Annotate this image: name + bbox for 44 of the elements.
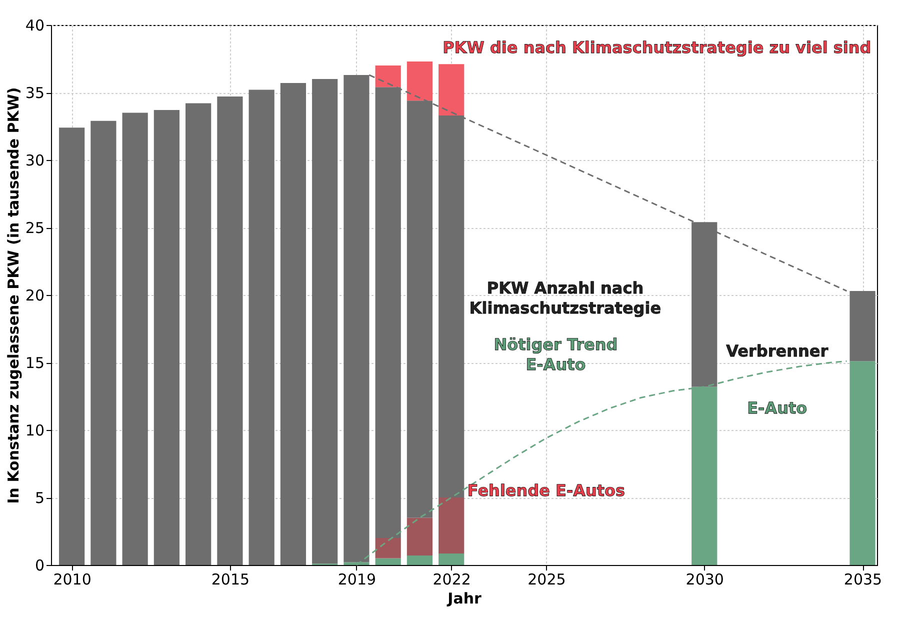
annotation: Nötiger Trend E-Auto <box>494 334 618 374</box>
bar <box>217 96 243 565</box>
bar <box>280 83 306 565</box>
bar <box>850 290 876 362</box>
bar <box>375 558 401 565</box>
x-tick-label: 2022 <box>432 570 471 588</box>
y-tick-label: 30 <box>25 152 44 170</box>
y-tick-label: 15 <box>25 354 44 372</box>
y-tick-label: 5 <box>34 489 44 507</box>
x-tick-label: 2019 <box>338 570 376 588</box>
y-tick-label: 20 <box>25 286 44 304</box>
y-tick-label: 40 <box>25 16 44 34</box>
bar <box>438 64 464 116</box>
x-tick-label: 2035 <box>844 570 882 588</box>
y-tick-label: 35 <box>25 84 44 102</box>
bar <box>438 554 464 565</box>
y-tick-label: 25 <box>25 219 44 237</box>
bar <box>59 128 85 565</box>
bar <box>248 90 274 565</box>
x-tick-label: 2025 <box>528 570 566 588</box>
annotation: PKW Anzahl nach Klimaschutzstrategie <box>469 278 662 318</box>
bar <box>154 110 180 565</box>
annotation: PKW die nach Klimaschutzstrategie zu viel sind <box>442 38 872 57</box>
annotation: Verbrenner <box>726 342 828 361</box>
bar <box>850 361 876 565</box>
y-axis-title: In Konstanz zugelassene PKW (in tausende PKW) <box>4 87 22 504</box>
bar <box>406 518 433 556</box>
annotation: Fehlende E-Autos <box>467 480 626 500</box>
bar <box>312 79 338 564</box>
bar <box>406 556 433 565</box>
x-tick-label: 2030 <box>686 570 724 588</box>
bar <box>438 498 464 554</box>
x-axis-title: Jahr <box>446 590 482 608</box>
annotation: E-Auto <box>747 398 808 418</box>
y-tick-label: 10 <box>25 422 44 440</box>
bar <box>375 538 401 558</box>
bar <box>90 120 116 565</box>
x-tick-label: 2010 <box>53 570 92 588</box>
bar <box>406 61 433 101</box>
x-tick-label: 2015 <box>211 570 250 588</box>
y-tick-label: 0 <box>34 556 44 574</box>
bar <box>122 112 148 565</box>
bar <box>375 66 401 88</box>
bar <box>186 103 212 565</box>
